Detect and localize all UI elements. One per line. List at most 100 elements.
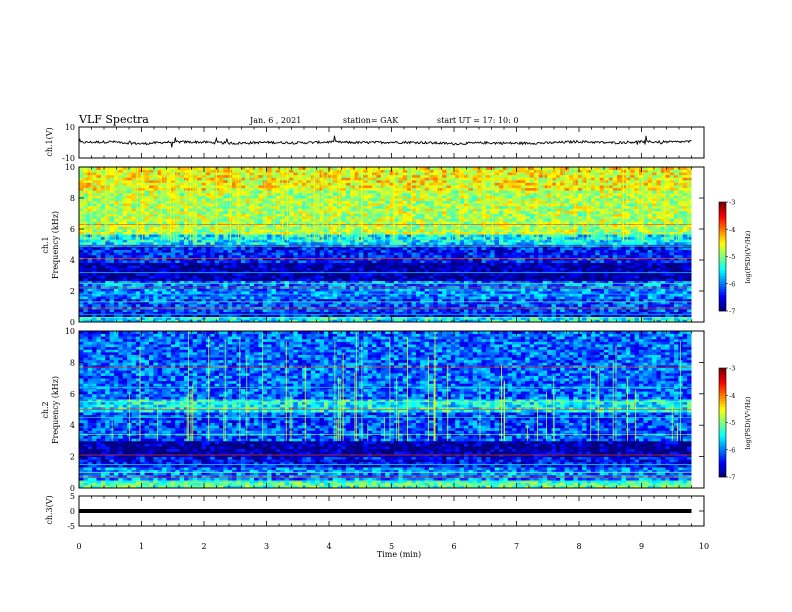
ch1-spectrogram-cell xyxy=(398,283,403,286)
ch1-spectrogram-cell xyxy=(180,170,185,173)
ch1-spectrogram-cell xyxy=(333,242,338,245)
ch1-spectrogram-cell xyxy=(97,180,102,183)
ch1-spectrogram-cell xyxy=(412,183,417,186)
ch1-spectrogram-cell xyxy=(324,175,329,178)
ch1-spectrogram-cell xyxy=(241,229,246,232)
ch1-spectrogram-cell xyxy=(324,288,329,291)
ch1-spectrogram-cell xyxy=(403,216,408,219)
ch1-spectrogram-cell xyxy=(202,278,207,281)
ch1-spectrogram-cell xyxy=(285,286,290,289)
ch1-spectrogram-cell xyxy=(346,183,351,186)
ch1-spectrogram-cell xyxy=(403,309,408,312)
ch1-spectrogram-cell xyxy=(368,226,373,229)
ch1-spectrogram-cell xyxy=(118,278,123,281)
ch1-spectrogram-cell xyxy=(202,291,207,294)
ch1-spectrogram-cell xyxy=(289,260,294,263)
ch1-spectrogram-cell xyxy=(293,260,298,263)
ch1-spectrogram-cell xyxy=(180,180,185,183)
ch1-spectrogram-cell xyxy=(342,221,347,224)
ch1-spectrogram-cell xyxy=(289,206,294,209)
ch1-spectrogram-cell xyxy=(359,299,364,302)
ch1-spectrogram-cell xyxy=(311,291,316,294)
ch1-spectrogram-cell xyxy=(180,214,185,217)
ch1-spectrogram-cell xyxy=(363,265,368,268)
ch1-spectrogram-cell xyxy=(215,296,220,299)
ch1-spectrogram-cell xyxy=(342,268,347,271)
ch1-spectrogram-cell xyxy=(359,270,364,273)
ch1-spectrogram-cell xyxy=(188,304,193,307)
ch1-spectrogram-cell xyxy=(153,175,158,178)
ch1-spectrogram-cell xyxy=(162,273,167,276)
ch1-spectrogram-cell xyxy=(324,208,329,211)
ch1-spectrogram-cell xyxy=(385,276,390,279)
ch1-spectrogram-cell xyxy=(241,195,246,198)
ch1-spectrogram-cell xyxy=(158,291,163,294)
ch1-spectrogram-cell xyxy=(105,263,110,266)
ch1-spectrogram-cell xyxy=(171,183,176,186)
ch1-spectrogram-cell xyxy=(175,296,180,299)
ch1-spectrogram-cell xyxy=(363,237,368,240)
ch1-spectrogram-cell xyxy=(223,268,228,271)
ch1-spectrogram-cell xyxy=(123,206,128,209)
ch1-spectrogram-cell xyxy=(289,288,294,291)
ch1-spectrogram-cell xyxy=(197,214,202,217)
ch1-spectrogram-cell xyxy=(88,208,93,211)
ch1-spectrogram-cell xyxy=(241,250,246,253)
ch1-spectrogram-cell xyxy=(394,268,399,271)
ch1-spectrogram-cell xyxy=(202,201,207,204)
ch1-spectrogram-cell xyxy=(403,270,408,273)
ch1-spectrogram-cell xyxy=(123,214,128,217)
ch1-spectrogram-cell xyxy=(245,291,250,294)
ch1-spectrogram-cell xyxy=(293,242,298,245)
ch1-spectrogram-cell xyxy=(385,299,390,302)
ch1-spectrogram-cell xyxy=(206,180,211,183)
ch1-spectrogram-cell xyxy=(88,195,93,198)
ch1-spectrogram-cell xyxy=(328,234,333,237)
ch1-spectrogram-cell xyxy=(289,219,294,222)
ch1-spectrogram-cell xyxy=(250,263,255,266)
ch1-spectrogram-cell xyxy=(202,268,207,271)
ch1-spectrogram-cell xyxy=(363,283,368,286)
ch1-spectrogram-cell xyxy=(180,216,185,219)
ch1-spectrogram-cell xyxy=(101,286,106,289)
ch1-spectrogram-cell xyxy=(258,185,263,188)
ch1-spectrogram-cell xyxy=(83,232,88,235)
ch1-spectrogram-cell xyxy=(197,195,202,198)
ch1-spectrogram-cell xyxy=(324,183,329,186)
ch1-spectrogram-cell xyxy=(202,314,207,317)
ch1-spectrogram-cell xyxy=(333,286,338,289)
ch1-spectrogram-cell xyxy=(118,177,123,180)
ch1-spectrogram-cell xyxy=(219,304,224,307)
ch1-spectrogram-cell xyxy=(206,203,211,206)
ch1-spectrogram-cell xyxy=(267,211,272,214)
ch1-spectrogram-cell xyxy=(372,273,377,276)
ch1-spectrogram-cell xyxy=(97,250,102,253)
ch1-spectrogram-cell xyxy=(425,229,430,232)
ch1-spectrogram-cell xyxy=(83,242,88,245)
ch1-spectrogram-cell xyxy=(263,288,268,291)
ch1-spectrogram-cell xyxy=(403,283,408,286)
ch1-spectrogram-cell xyxy=(272,260,277,263)
ch1-spectrogram-cell xyxy=(210,242,215,245)
ch1-spectrogram-cell xyxy=(162,304,167,307)
ch1-spectrogram-cell xyxy=(337,283,342,286)
ch1-spectrogram-cell xyxy=(403,229,408,232)
ch1-spectrogram-cell xyxy=(250,273,255,276)
ch1-spectrogram-cell xyxy=(363,255,368,258)
ch1-spectrogram-cell xyxy=(149,180,154,183)
ch1-spectrogram-cell xyxy=(180,278,185,281)
ch1-spectrogram-cell xyxy=(416,237,421,240)
ch1-spectrogram-cell xyxy=(245,283,250,286)
ch1-spectrogram-cell xyxy=(420,309,425,312)
ch1-spectrogram-cell xyxy=(175,242,180,245)
ch1-spectrogram-cell xyxy=(197,304,202,307)
ch1-spectrogram-cell xyxy=(307,268,312,271)
ch1-spectrogram-cell xyxy=(333,252,338,255)
ch1-spectrogram-cell xyxy=(250,286,255,289)
ch1-spectrogram-cell xyxy=(167,304,172,307)
ch1-spectrogram-cell xyxy=(223,201,228,204)
ch1-spectrogram-cell xyxy=(276,273,281,276)
ch1-spectrogram-cell xyxy=(145,226,150,229)
ch1-spectrogram-cell xyxy=(241,216,246,219)
ch1-spectrogram-cell xyxy=(241,183,246,186)
